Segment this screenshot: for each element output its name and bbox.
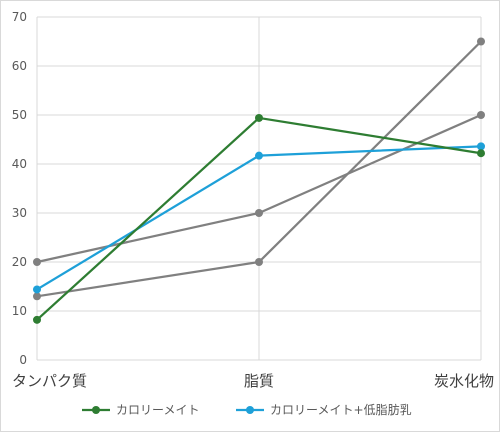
y-tick-label: 0 — [19, 353, 27, 367]
data-point — [255, 258, 263, 266]
legend-label: カロリーメイト — [116, 403, 200, 417]
legend: カロリーメイト カロリーメイト+低脂肪乳 — [82, 402, 412, 417]
data-point — [255, 209, 263, 217]
data-point — [255, 113, 263, 122]
data-point — [33, 285, 41, 294]
data-point — [33, 258, 41, 266]
x-axis-ticks: タンパク質 脂質 炭水化物 — [12, 372, 494, 390]
series — [33, 113, 485, 324]
y-tick-label: 10 — [12, 304, 27, 318]
y-tick-label: 70 — [12, 10, 27, 24]
data-point — [33, 315, 41, 324]
legend-item: カロリーメイト — [82, 403, 200, 417]
y-axis-ticks: 0 10 20 30 40 50 60 70 — [12, 10, 27, 367]
legend-item: カロリーメイト+低脂肪乳 — [236, 402, 412, 417]
legend-label: カロリーメイト+低脂肪乳 — [270, 402, 412, 417]
y-tick-label: 60 — [12, 59, 27, 73]
y-tick-label: 30 — [12, 206, 27, 220]
data-point — [477, 37, 485, 46]
y-tick-label: 40 — [12, 157, 27, 171]
data-point — [255, 151, 263, 160]
data-point — [477, 149, 485, 158]
series-group — [33, 37, 485, 324]
grid-lines — [36, 16, 482, 361]
legend-marker — [92, 406, 100, 414]
data-point — [33, 292, 41, 301]
data-point — [477, 111, 485, 119]
series — [33, 37, 485, 301]
series — [33, 142, 485, 294]
data-point — [477, 142, 485, 151]
y-tick-label: 50 — [12, 108, 27, 122]
x-tick-label: 脂質 — [244, 372, 274, 390]
x-tick-label: 炭水化物 — [434, 372, 494, 390]
y-tick-label: 20 — [12, 255, 27, 269]
legend-marker — [246, 406, 254, 414]
x-tick-label: タンパク質 — [12, 372, 87, 390]
